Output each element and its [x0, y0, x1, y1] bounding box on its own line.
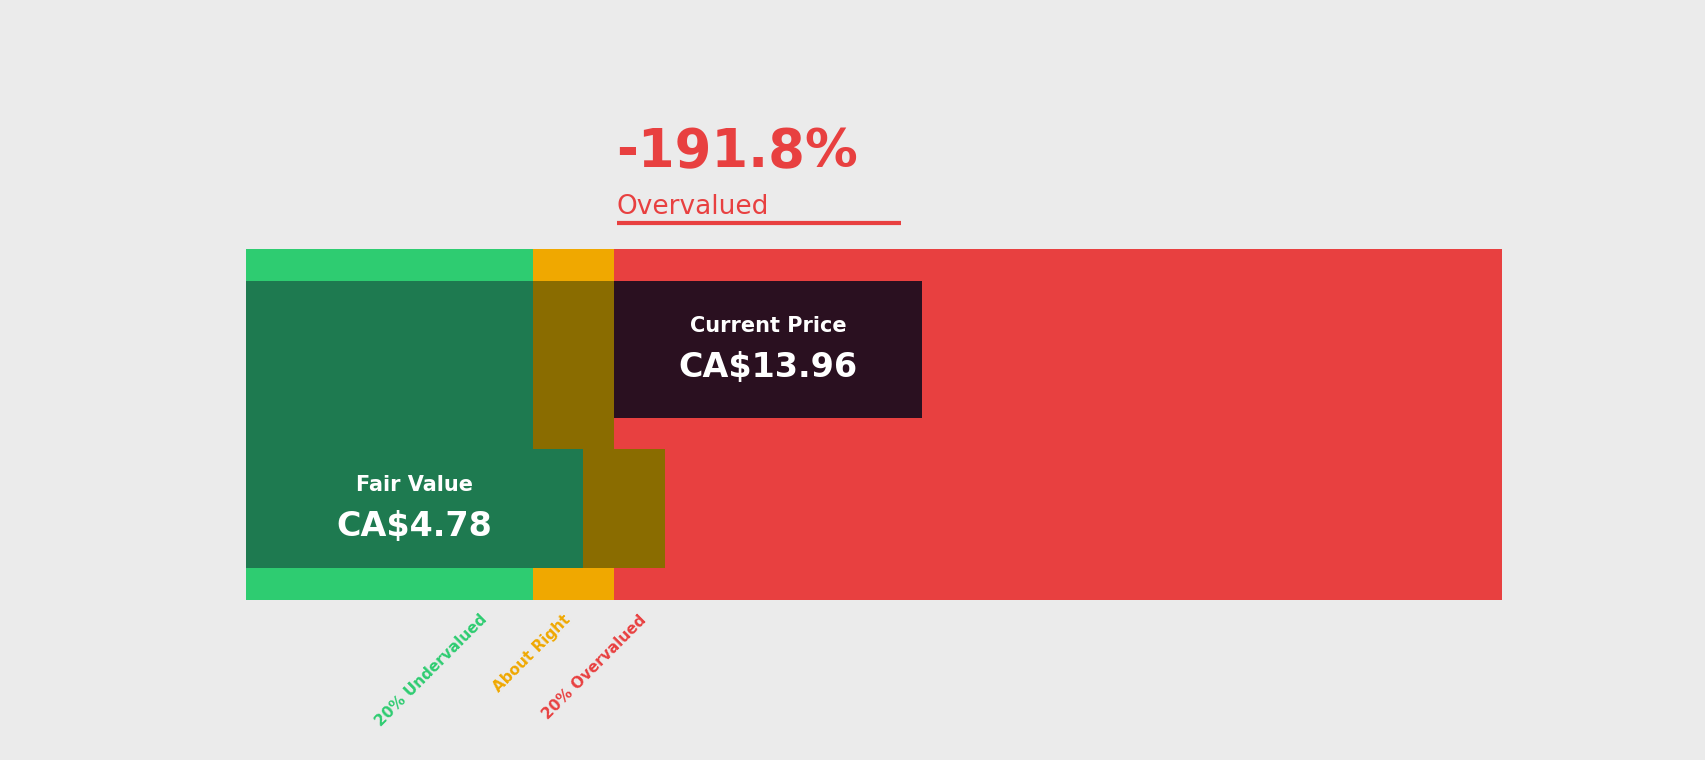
Text: 20% Undervalued: 20% Undervalued [372, 612, 489, 730]
Text: Fair Value: Fair Value [356, 475, 472, 495]
Bar [532, 281, 614, 568]
Bar [532, 249, 614, 600]
Bar [246, 249, 532, 600]
Text: CA$4.78: CA$4.78 [336, 509, 493, 543]
Bar [246, 281, 532, 568]
Bar [614, 281, 921, 418]
Bar [246, 448, 583, 568]
Text: -191.8%: -191.8% [616, 126, 858, 179]
Bar [614, 249, 1502, 600]
Text: 20% Overvalued: 20% Overvalued [539, 612, 650, 722]
Text: Overvalued: Overvalued [616, 194, 769, 220]
Text: Current Price: Current Price [689, 316, 846, 337]
Text: About Right: About Right [491, 612, 573, 695]
Text: CA$13.96: CA$13.96 [679, 351, 858, 384]
Bar [583, 448, 665, 568]
